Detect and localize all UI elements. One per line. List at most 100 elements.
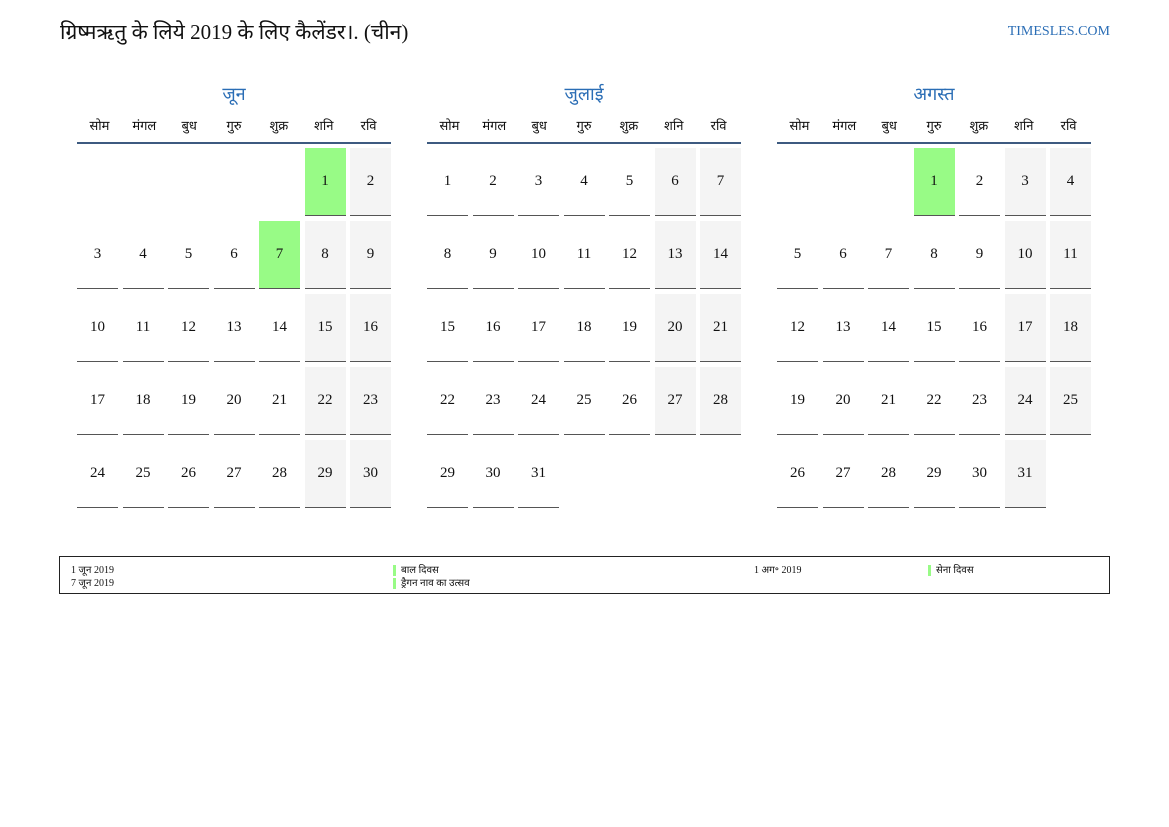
day-cell: 31	[1004, 440, 1046, 508]
day-cell: 14	[700, 221, 741, 289]
legend-holiday: ड्रैगन नाव का उत्सव	[393, 575, 470, 590]
month-name: अगस्त	[913, 84, 955, 104]
day-cell: 25	[1050, 367, 1091, 435]
month-1: जुलाई सोम मंगल बुध गुरु शुक्र शनि रवि 1 2 3 4 5 6 7 8 9 1…	[427, 82, 741, 508]
day-cell: 26	[609, 367, 650, 435]
weekday-label: शुक्र	[269, 118, 289, 133]
day-cell: 17	[518, 294, 559, 362]
day-cell: 15	[427, 294, 468, 362]
day-cell: 6	[822, 221, 864, 289]
legend-date: 1 जून 2019	[71, 565, 114, 576]
month-name: जुलाई	[564, 84, 604, 104]
day-cell: 8	[913, 221, 955, 289]
weekday-label: सोम	[89, 118, 110, 133]
day-cell: 9	[350, 221, 391, 289]
site-link[interactable]: TIMESLES.COM	[1007, 24, 1110, 39]
day-cell: 23	[472, 367, 514, 435]
day-cell: 11	[563, 221, 605, 289]
day-cell: 4	[122, 221, 164, 289]
month-2: अगस्त सोम मंगल बुध गुरु शुक्र शनि रवि 1 2 3 4 5 6 7 8 9 1…	[777, 82, 1091, 508]
day-cell: 21	[868, 367, 909, 435]
day-cell: 2	[472, 148, 514, 216]
day-cell: 11	[122, 294, 164, 362]
day-cell: 18	[122, 367, 164, 435]
legend-date: 7 जून 2019	[71, 578, 114, 589]
day-cell: 6	[213, 221, 255, 289]
day-cell: 20	[213, 367, 255, 435]
day-cell: 5	[777, 221, 818, 289]
holiday-legend: 1 जून 2019 बाल दिवस 7 जून 2019 ड्रैगन नाव क…	[59, 556, 1110, 594]
day-cell: 29	[304, 440, 346, 508]
day-cell: 7	[259, 221, 300, 289]
holiday-color-swatch	[928, 565, 931, 577]
day-cell: 12	[777, 294, 818, 362]
day-cell: 3	[1004, 148, 1046, 216]
day-cell: 20	[822, 367, 864, 435]
day-cell: 27	[822, 440, 864, 508]
page-title: ग्रिष्मऋतु के लिये 2019 के लिए कैलेंडर।.…	[60, 20, 409, 44]
weekday-label: शुक्र	[969, 118, 989, 133]
day-cell: 29	[913, 440, 955, 508]
day-cell: 24	[518, 367, 559, 435]
day-cell: 22	[427, 367, 468, 435]
day-cell: 14	[259, 294, 300, 362]
day-cell: 10	[518, 221, 559, 289]
month-name: जून	[222, 84, 246, 104]
weekday-label: गुरु	[576, 118, 592, 133]
legend-holiday-name: बाल दिवस	[401, 565, 439, 576]
weekday-label: शनि	[664, 118, 684, 133]
day-cell: 12	[609, 221, 650, 289]
month-0: जून सोम मंगल बुध गुरु शुक्र शनि रवि 1 2 3 4 5 6 7 8 9 10 1…	[77, 82, 391, 508]
day-cell: 13	[654, 221, 696, 289]
weekday-label: सोम	[789, 118, 810, 133]
weekday-label: शनि	[1014, 118, 1034, 133]
day-cell: 1	[913, 148, 955, 216]
day-cell: 9	[959, 221, 1000, 289]
day-cell: 21	[259, 367, 300, 435]
day-cell: 1	[427, 148, 468, 216]
day-cell: 26	[777, 440, 818, 508]
legend-holiday: सेना दिवस	[928, 562, 974, 577]
day-cell: 13	[213, 294, 255, 362]
day-cell: 3	[77, 221, 118, 289]
day-cell: 25	[122, 440, 164, 508]
day-cell: 27	[654, 367, 696, 435]
day-cell: 18	[1050, 294, 1091, 362]
day-cell: 5	[609, 148, 650, 216]
weekday-label: बुध	[881, 118, 897, 133]
day-cell: 10	[77, 294, 118, 362]
day-cell: 20	[654, 294, 696, 362]
weekday-label: रवि	[1060, 118, 1077, 133]
day-cell: 7	[700, 148, 741, 216]
day-cell: 16	[472, 294, 514, 362]
day-cell: 17	[77, 367, 118, 435]
day-cell: 24	[1004, 367, 1046, 435]
day-cell: 19	[168, 367, 209, 435]
legend-date: 1 अग॰ 2019	[754, 565, 802, 576]
day-cell: 31	[518, 440, 559, 508]
weekday-label: मंगल	[482, 118, 507, 133]
day-cell: 28	[259, 440, 300, 508]
weekday-label: गुरु	[926, 118, 942, 133]
day-cell: 30	[472, 440, 514, 508]
weekday-label: मंगल	[832, 118, 857, 133]
day-cell: 23	[959, 367, 1000, 435]
weekday-label: बुध	[531, 118, 547, 133]
day-cell: 6	[654, 148, 696, 216]
day-cell: 4	[563, 148, 605, 216]
day-cell: 19	[777, 367, 818, 435]
day-cell: 13	[822, 294, 864, 362]
day-cell: 24	[77, 440, 118, 508]
day-cell: 10	[1004, 221, 1046, 289]
day-cell: 28	[700, 367, 741, 435]
day-cell: 9	[472, 221, 514, 289]
weekday-header: सोम मंगल बुध गुरु शुक्र शनि रवि	[777, 108, 1091, 144]
day-cell: 27	[213, 440, 255, 508]
legend-holiday-name: ड्रैगन नाव का उत्सव	[401, 578, 470, 589]
day-cell: 2	[350, 148, 391, 216]
holiday-color-swatch	[393, 578, 396, 590]
weekday-label: रवि	[710, 118, 727, 133]
day-cell: 2	[959, 148, 1000, 216]
day-cell: 21	[700, 294, 741, 362]
day-cell: 22	[304, 367, 346, 435]
